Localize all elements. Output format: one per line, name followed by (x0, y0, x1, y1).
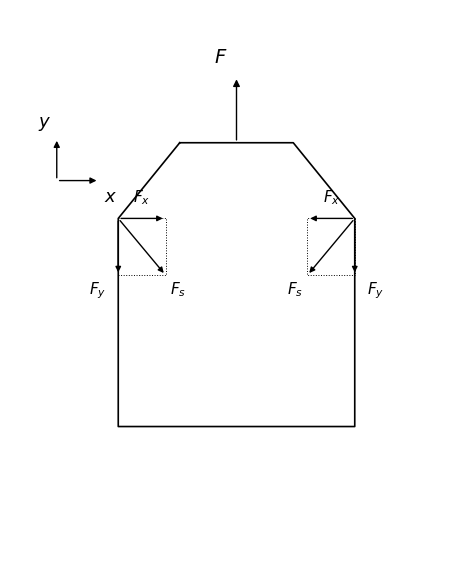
Text: $F_y$: $F_y$ (89, 280, 106, 301)
Text: $F_x$: $F_x$ (133, 188, 150, 207)
Text: $F$: $F$ (214, 48, 227, 67)
Text: $F_s$: $F_s$ (170, 280, 186, 298)
Text: $x$: $x$ (104, 188, 117, 206)
Text: $F_s$: $F_s$ (287, 280, 303, 298)
Text: $y$: $y$ (38, 115, 52, 133)
Text: $F_x$: $F_x$ (323, 188, 340, 207)
Text: $F_y$: $F_y$ (367, 280, 384, 301)
